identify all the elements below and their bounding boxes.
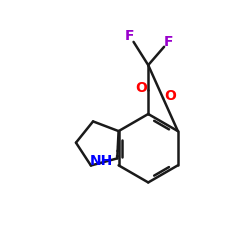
Text: NH: NH	[90, 154, 113, 168]
Text: O: O	[136, 80, 147, 94]
Text: O: O	[164, 89, 176, 103]
Text: F: F	[125, 29, 135, 43]
Text: F: F	[164, 35, 173, 49]
